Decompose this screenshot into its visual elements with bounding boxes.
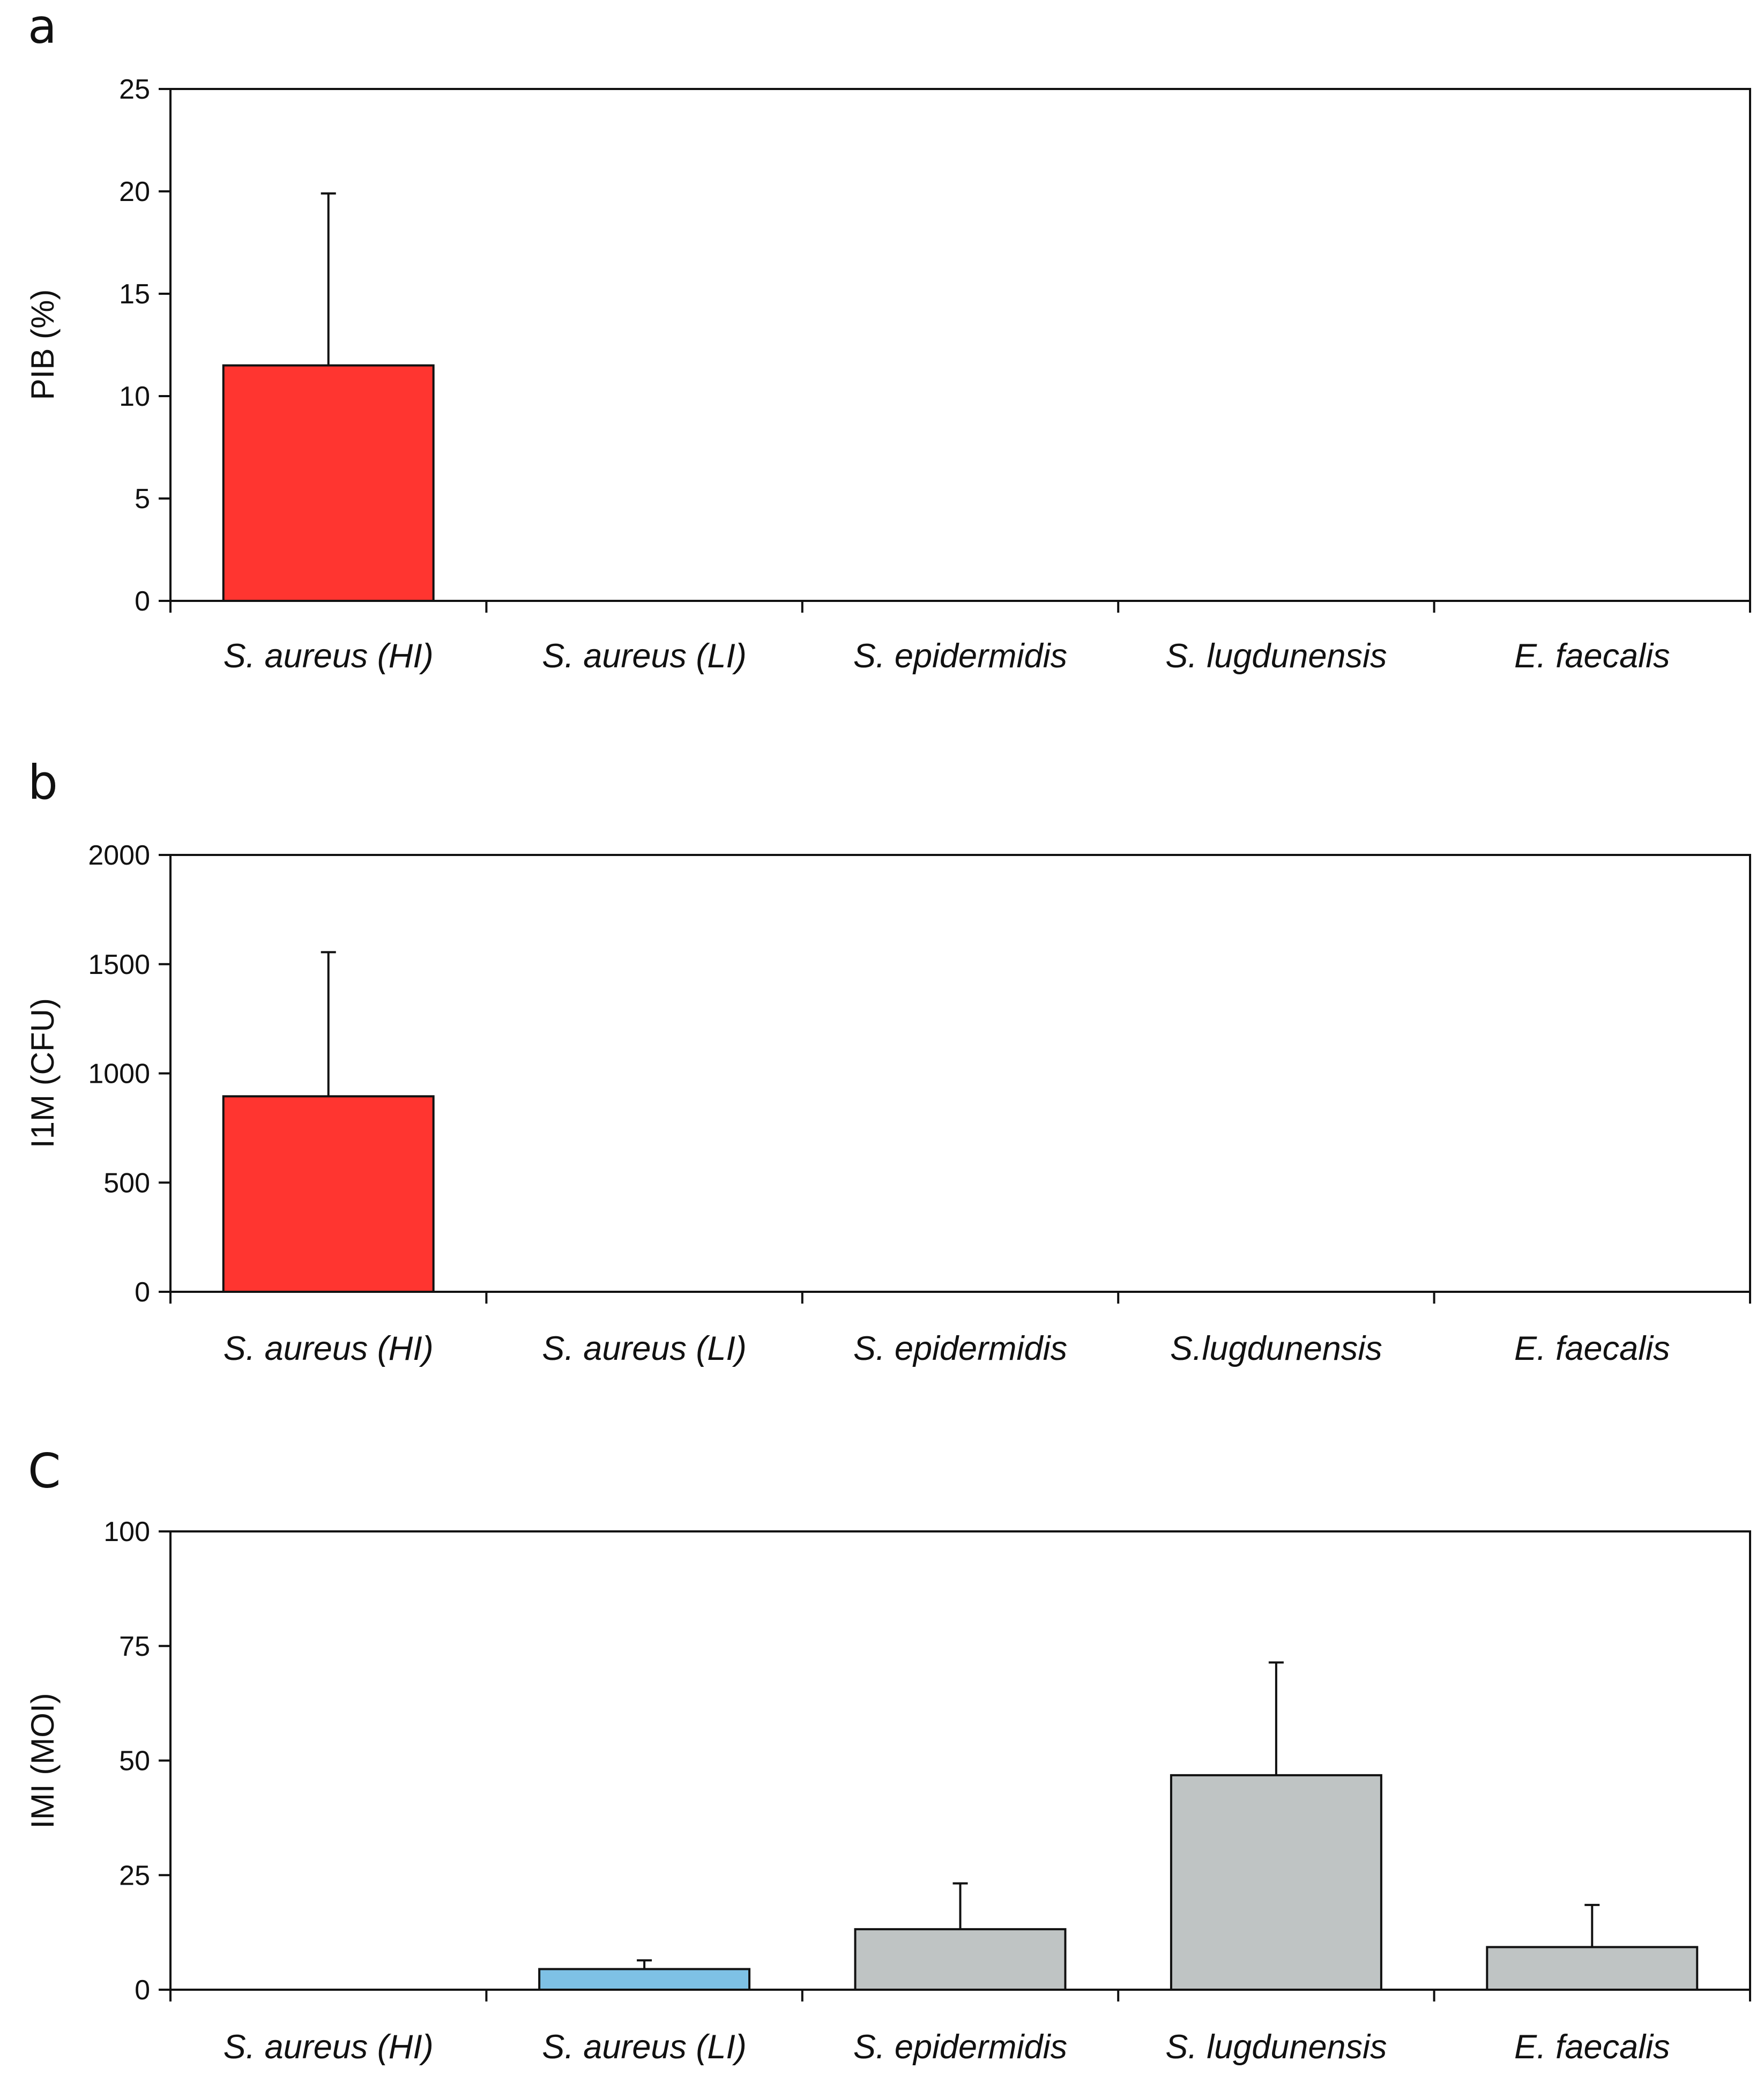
bar-1 bbox=[222, 1095, 435, 1293]
chart-panel-a: a PIB (%) 0 5 10 15 20 25 S. aureus (HI) S. aureu… bbox=[25, 0, 1751, 675]
chart-panel-C: C IMI (MOI) 0 25 50 75 100 S. aureus (HI) S. aur… bbox=[25, 1443, 1751, 2066]
panel-letter: b bbox=[28, 755, 58, 810]
plot-frame bbox=[169, 1530, 1751, 1991]
bar-3 bbox=[854, 1928, 1067, 1991]
x-category-label: S. epidermidis bbox=[853, 2028, 1067, 2066]
x-category-label: S. lugdunensis bbox=[1165, 637, 1387, 675]
y-tick-label: 5 bbox=[135, 483, 150, 515]
x-category-label: S. aureus (HI) bbox=[224, 2028, 434, 2066]
y-tick-label: 50 bbox=[119, 1746, 150, 1777]
x-category-label: S. aureus (HI) bbox=[224, 637, 434, 675]
y-tick-label: 1500 bbox=[88, 949, 150, 980]
y-tick-label: 25 bbox=[119, 74, 150, 105]
y-tick-label: 0 bbox=[135, 1277, 150, 1308]
y-tick-label: 0 bbox=[135, 586, 150, 617]
x-category-label: E. faecalis bbox=[1514, 1330, 1670, 1367]
x-category-label: E. faecalis bbox=[1514, 2028, 1670, 2066]
bar-2 bbox=[538, 1968, 751, 1991]
x-category-label: S.lugdunensis bbox=[1170, 1330, 1382, 1367]
y-tick-label: 500 bbox=[103, 1167, 150, 1199]
y-tick-label: 10 bbox=[119, 381, 150, 412]
bar-5 bbox=[1486, 1946, 1699, 1991]
y-tick-label: 20 bbox=[119, 176, 150, 207]
y-axis-title: PIB (%) bbox=[25, 289, 61, 400]
y-axis-title: I1M (CFU) bbox=[25, 998, 61, 1148]
x-category-label: S. aureus (HI) bbox=[224, 1330, 434, 1367]
y-axis-title: IMI (MOI) bbox=[25, 1693, 61, 1828]
y-tick-label: 75 bbox=[119, 1631, 150, 1662]
y-tick-label: 1000 bbox=[88, 1059, 150, 1090]
x-category-label: S. aureus (LI) bbox=[542, 2028, 747, 2066]
x-category-label: S. aureus (LI) bbox=[542, 637, 747, 675]
y-tick-label: 0 bbox=[135, 1975, 150, 2006]
x-category-label: S. epidermidis bbox=[853, 637, 1067, 675]
chart-panel-b: b I1M (CFU) 0 500 1000 1500 2000 S. aureus (HI)… bbox=[25, 755, 1751, 1367]
bar-4 bbox=[1170, 1774, 1382, 1991]
x-category-label: S. lugdunensis bbox=[1165, 2028, 1387, 2066]
y-tick-label: 2000 bbox=[88, 840, 150, 871]
x-category-label: S. aureus (LI) bbox=[542, 1330, 747, 1367]
bar-1 bbox=[222, 364, 435, 602]
panel-letter: a bbox=[28, 0, 57, 54]
y-tick-label: 100 bbox=[103, 1516, 150, 1547]
x-category-label: S. epidermidis bbox=[853, 1330, 1067, 1367]
plot-frame bbox=[169, 88, 1751, 602]
plot-frame bbox=[169, 854, 1751, 1293]
y-tick-label: 15 bbox=[119, 279, 150, 310]
y-tick-label: 25 bbox=[119, 1860, 150, 1891]
x-category-label: E. faecalis bbox=[1514, 637, 1670, 675]
panel-letter: C bbox=[28, 1443, 61, 1499]
